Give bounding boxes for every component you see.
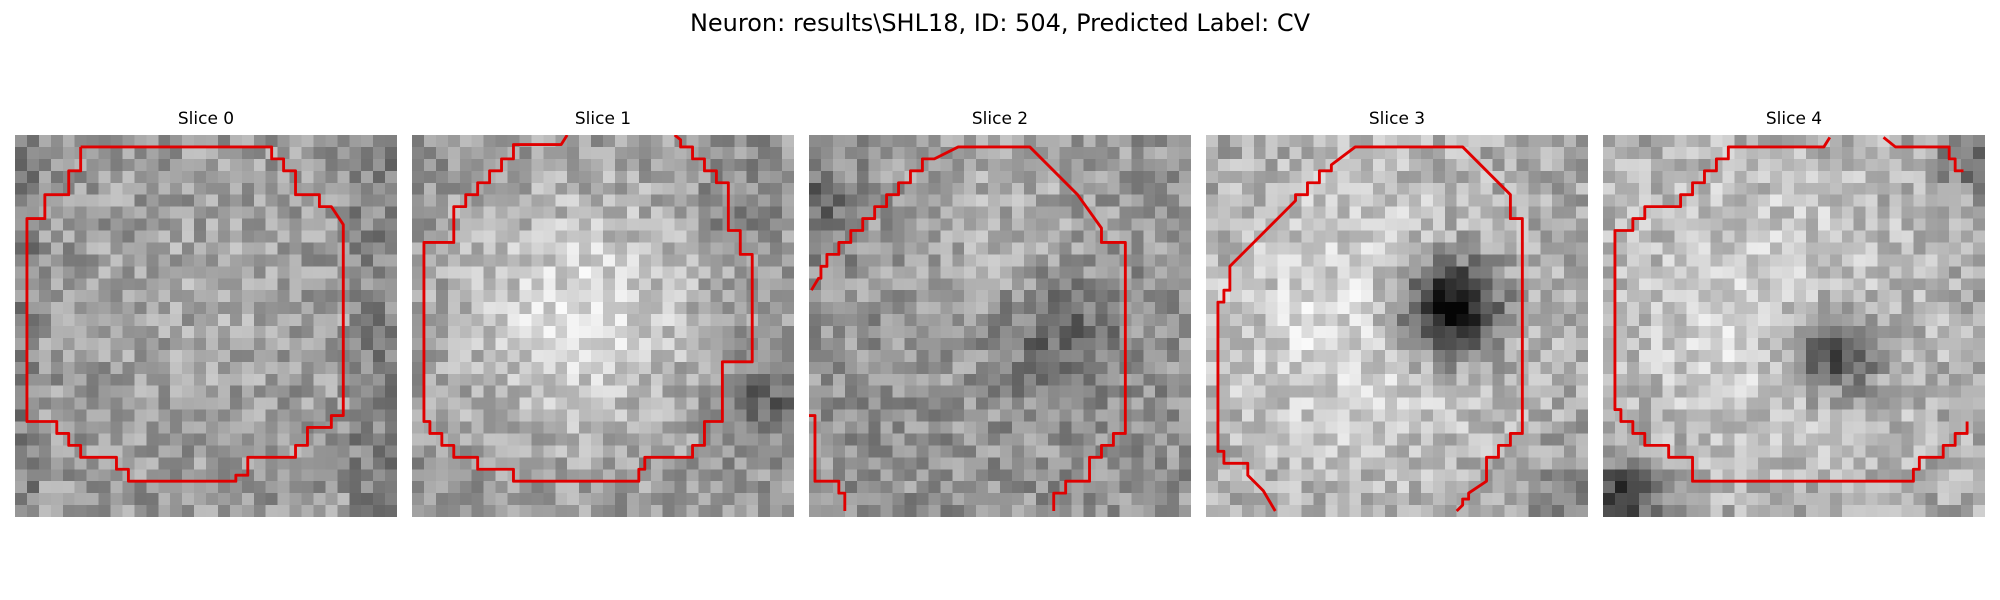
slice-panel-4: Slice 4 <box>1603 108 1985 517</box>
segmentation-contour <box>809 414 847 512</box>
slice-image-svg <box>1206 135 1588 517</box>
slice-title: Slice 2 <box>971 109 1029 129</box>
slice-image <box>412 135 794 517</box>
slice-panel-0: Slice 0 <box>15 108 397 517</box>
slice-image-svg <box>1603 135 1985 517</box>
slice-panel-3: Slice 3 <box>1206 108 1588 517</box>
slice-pixels <box>1603 135 1985 517</box>
slice-image-svg <box>412 135 794 517</box>
segmentation-contour <box>1216 145 1524 513</box>
slice-title: Slice 0 <box>177 109 235 129</box>
slice-image-svg <box>809 135 1191 517</box>
slice-pixels <box>15 135 397 517</box>
slice-image <box>809 135 1191 517</box>
slice-title: Slice 1 <box>574 109 632 129</box>
slice-title: Slice 3 <box>1368 109 1426 129</box>
figure-title: Neuron: results\SHL18, ID: 504, Predicte… <box>689 9 1311 37</box>
slice-panel-2: Slice 2 <box>809 108 1191 517</box>
segmentation-contour <box>25 145 345 483</box>
slice-pixels <box>809 135 1191 517</box>
segmentation-contour <box>1882 136 1964 173</box>
slice-title: Slice 4 <box>1765 109 1823 129</box>
slice-image <box>1206 135 1588 517</box>
segmentation-contour <box>422 135 754 483</box>
segmentation-contour <box>810 145 1127 512</box>
slice-panel-1: Slice 1 <box>412 108 794 517</box>
slice-image <box>1603 135 1985 517</box>
slice-image-svg <box>15 135 397 517</box>
slice-pixels <box>412 135 794 517</box>
slice-image <box>15 135 397 517</box>
segmentation-contour <box>1613 136 1969 483</box>
slice-pixels <box>1206 135 1588 517</box>
